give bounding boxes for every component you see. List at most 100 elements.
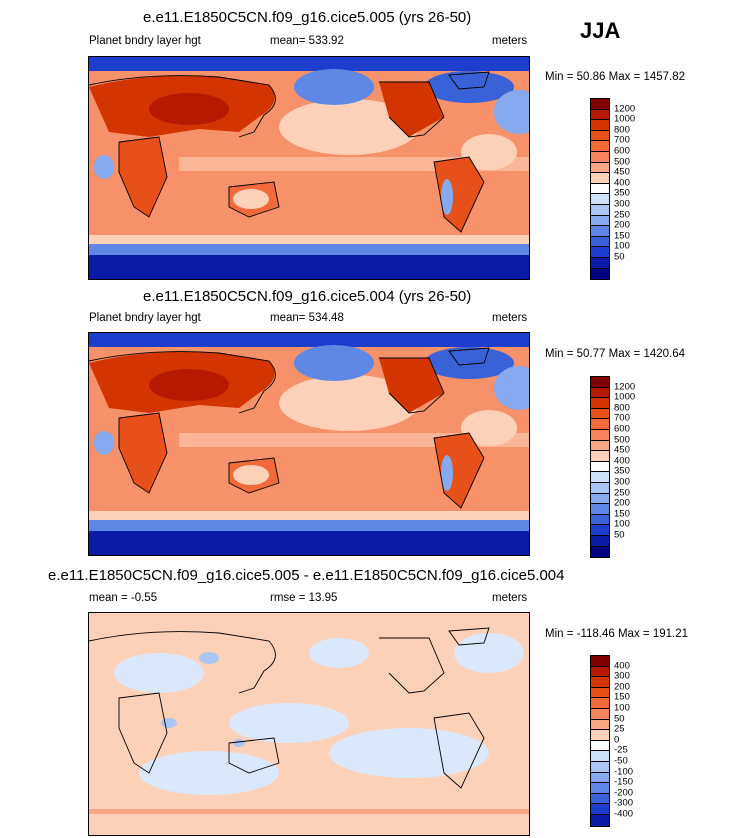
colorbar-cell [591, 504, 609, 515]
panel-2-units-label: meters [492, 312, 528, 324]
colorbar-cell [591, 698, 609, 709]
colorbar-cell [591, 719, 609, 731]
colorbar-cell [591, 730, 609, 741]
colorbar-tick-label: 250 [614, 487, 630, 499]
colorbar-cell [591, 708, 609, 720]
colorbar-tick-label: 500 [614, 156, 630, 168]
panel-3-colorbar [590, 655, 610, 827]
panel-2-variable-label: Planet bndry layer hgt [89, 312, 201, 324]
colorbar-cell [591, 194, 609, 205]
colorbar-cell [591, 793, 609, 805]
colorbar-cell [591, 173, 609, 184]
colorbar-cell [591, 408, 609, 420]
colorbar-cell [591, 183, 609, 195]
colorbar-tick-label: 200 [614, 497, 630, 509]
colorbar-tick-label: -200 [614, 787, 634, 799]
colorbar-cell [591, 482, 609, 494]
colorbar-cell [591, 783, 609, 794]
panel-1-minmax: Min = 50.86 Max = 1457.82 [545, 71, 686, 83]
colorbar-tick-label: 1000 [614, 391, 636, 403]
colorbar-cell [591, 493, 609, 505]
colorbar-cell [591, 257, 609, 269]
panel-1-mean-label: mean= 533.92 [270, 35, 344, 47]
colorbar-tick-label: 100 [614, 702, 630, 714]
colorbar-tick-label: 700 [614, 134, 630, 146]
colorbar-tick-label: 50 [614, 529, 625, 541]
panel-2-mean-label: mean= 534.48 [270, 312, 344, 324]
colorbar-tick-label: 150 [614, 508, 630, 520]
panel-1-map [88, 56, 530, 280]
colorbar-tick-label: 200 [614, 219, 630, 231]
colorbar-tick-label: 450 [614, 166, 630, 178]
colorbar-cell [591, 109, 609, 121]
colorbar-cell [591, 440, 609, 452]
colorbar-tick-label: 100 [614, 240, 630, 252]
panel-3-title: e.e11.E1850C5CN.f09_g16.cice5.005 - e.e1… [48, 567, 565, 584]
colorbar-cell [591, 419, 609, 430]
colorbar-cell [591, 687, 609, 699]
colorbar-tick-label: 800 [614, 124, 630, 136]
colorbar-tick-label: 600 [614, 423, 630, 435]
colorbar-tick-label: 300 [614, 476, 630, 488]
colorbar-cell [591, 761, 609, 773]
colorbar-tick-label: 50 [614, 251, 625, 263]
panel-2-colorbar [590, 376, 610, 559]
colorbar-cell [591, 226, 609, 237]
panel-1-colorbar [590, 98, 610, 281]
colorbar-tick-label: 600 [614, 145, 630, 157]
panel-3-mean-label: mean = -0.55 [89, 592, 158, 604]
colorbar-tick-label: 1200 [614, 381, 636, 393]
colorbar-tick-label: 200 [614, 681, 630, 693]
colorbar-tick-label: 350 [614, 465, 630, 477]
panel-3-rmse-label: rmse = 13.95 [270, 592, 338, 604]
colorbar-tick-label: 400 [614, 660, 630, 672]
colorbar-cell [591, 204, 609, 216]
colorbar-tick-label: 100 [614, 518, 630, 530]
panel-1-variable-label: Planet bndry layer hgt [89, 35, 201, 47]
panel-1-units-label: meters [492, 35, 528, 47]
colorbar-tick-label: 1200 [614, 103, 636, 115]
colorbar-cell [591, 804, 609, 815]
colorbar-cell [591, 130, 609, 142]
colorbar-cell [591, 377, 609, 388]
colorbar-tick-label: 450 [614, 444, 630, 456]
colorbar-cell [591, 387, 609, 399]
colorbar-tick-label: 50 [614, 713, 625, 725]
colorbar-tick-label: 250 [614, 209, 630, 221]
colorbar-cell [591, 236, 609, 248]
colorbar-tick-label: -100 [614, 766, 634, 778]
colorbar-tick-label: 150 [614, 691, 630, 703]
colorbar-tick-label: 800 [614, 402, 630, 414]
colorbar-cell [591, 814, 609, 826]
colorbar-cell [591, 461, 609, 473]
panel-2-minmax: Min = 50.77 Max = 1420.64 [545, 348, 686, 360]
colorbar-tick-label: -25 [614, 744, 628, 756]
colorbar-cell [591, 429, 609, 441]
colorbar-cell [591, 247, 609, 258]
colorbar-tick-label: 700 [614, 412, 630, 424]
colorbar-tick-label: 150 [614, 230, 630, 242]
colorbar-tick-label: 1000 [614, 113, 636, 125]
colorbar-cell [591, 677, 609, 688]
colorbar-cell [591, 772, 609, 784]
panel-3-minmax: Min = -118.46 Max = 191.21 [545, 628, 688, 640]
colorbar-cell [591, 546, 609, 558]
colorbar-tick-label: -300 [614, 797, 634, 809]
colorbar-tick-label: -150 [614, 776, 634, 788]
colorbar-tick-label: -50 [614, 755, 628, 767]
colorbar-cell [591, 525, 609, 536]
colorbar-cell [591, 535, 609, 547]
colorbar-tick-label: -400 [614, 808, 634, 820]
colorbar-cell [591, 151, 609, 163]
colorbar-cell [591, 472, 609, 483]
colorbar-cell [591, 740, 609, 752]
colorbar-cell [591, 656, 609, 667]
colorbar-cell [591, 666, 609, 678]
colorbar-cell [591, 99, 609, 110]
colorbar-cell [591, 162, 609, 174]
colorbar-cell [591, 451, 609, 462]
colorbar-tick-label: 500 [614, 434, 630, 446]
colorbar-cell [591, 268, 609, 280]
colorbar-cell [591, 141, 609, 152]
panel-1-title: e.e11.E1850C5CN.f09_g16.cice5.005 (yrs 2… [143, 9, 472, 26]
